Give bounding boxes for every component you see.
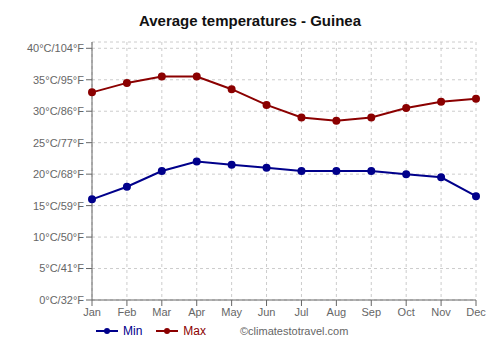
svg-text:15°C/59°F: 15°C/59°F — [33, 200, 84, 212]
svg-text:10°C/50°F: 10°C/50°F — [33, 231, 84, 243]
svg-text:35°C/95°F: 35°C/95°F — [33, 74, 84, 86]
svg-text:Feb: Feb — [117, 306, 136, 318]
html-text:Average temperatures - Guinea: Average temperatures - Guinea — [139, 12, 361, 29]
svg-text:Jun: Jun — [258, 306, 276, 318]
svg-text:Jul: Jul — [294, 306, 308, 318]
svg-text:20°C/68°F: 20°C/68°F — [33, 168, 84, 180]
svg-text:5°C/41°F: 5°C/41°F — [39, 262, 84, 274]
svg-text:May: May — [221, 306, 242, 318]
svg-text:Oct: Oct — [398, 306, 415, 318]
html-text:Max: Max — [183, 324, 206, 338]
svg-text:Mar: Mar — [152, 306, 171, 318]
svg-text:Nov: Nov — [431, 306, 451, 318]
html-text:Min: Min — [123, 324, 143, 338]
svg-text:Sep: Sep — [361, 306, 381, 318]
svg-text:25°C/77°F: 25°C/77°F — [33, 137, 84, 149]
svg-text:30°C/86°F: 30°C/86°F — [33, 105, 84, 117]
svg-text:40°C/104°F: 40°C/104°F — [27, 42, 84, 54]
svg-text:Aug: Aug — [327, 306, 347, 318]
svg-text:Apr: Apr — [188, 306, 205, 318]
svg-text:Dec: Dec — [466, 306, 486, 318]
svg-text:Jan: Jan — [83, 306, 101, 318]
svg-text:0°C/32°F: 0°C/32°F — [39, 294, 84, 306]
html-text:©climatestotravel.com: ©climatestotravel.com — [240, 325, 349, 337]
